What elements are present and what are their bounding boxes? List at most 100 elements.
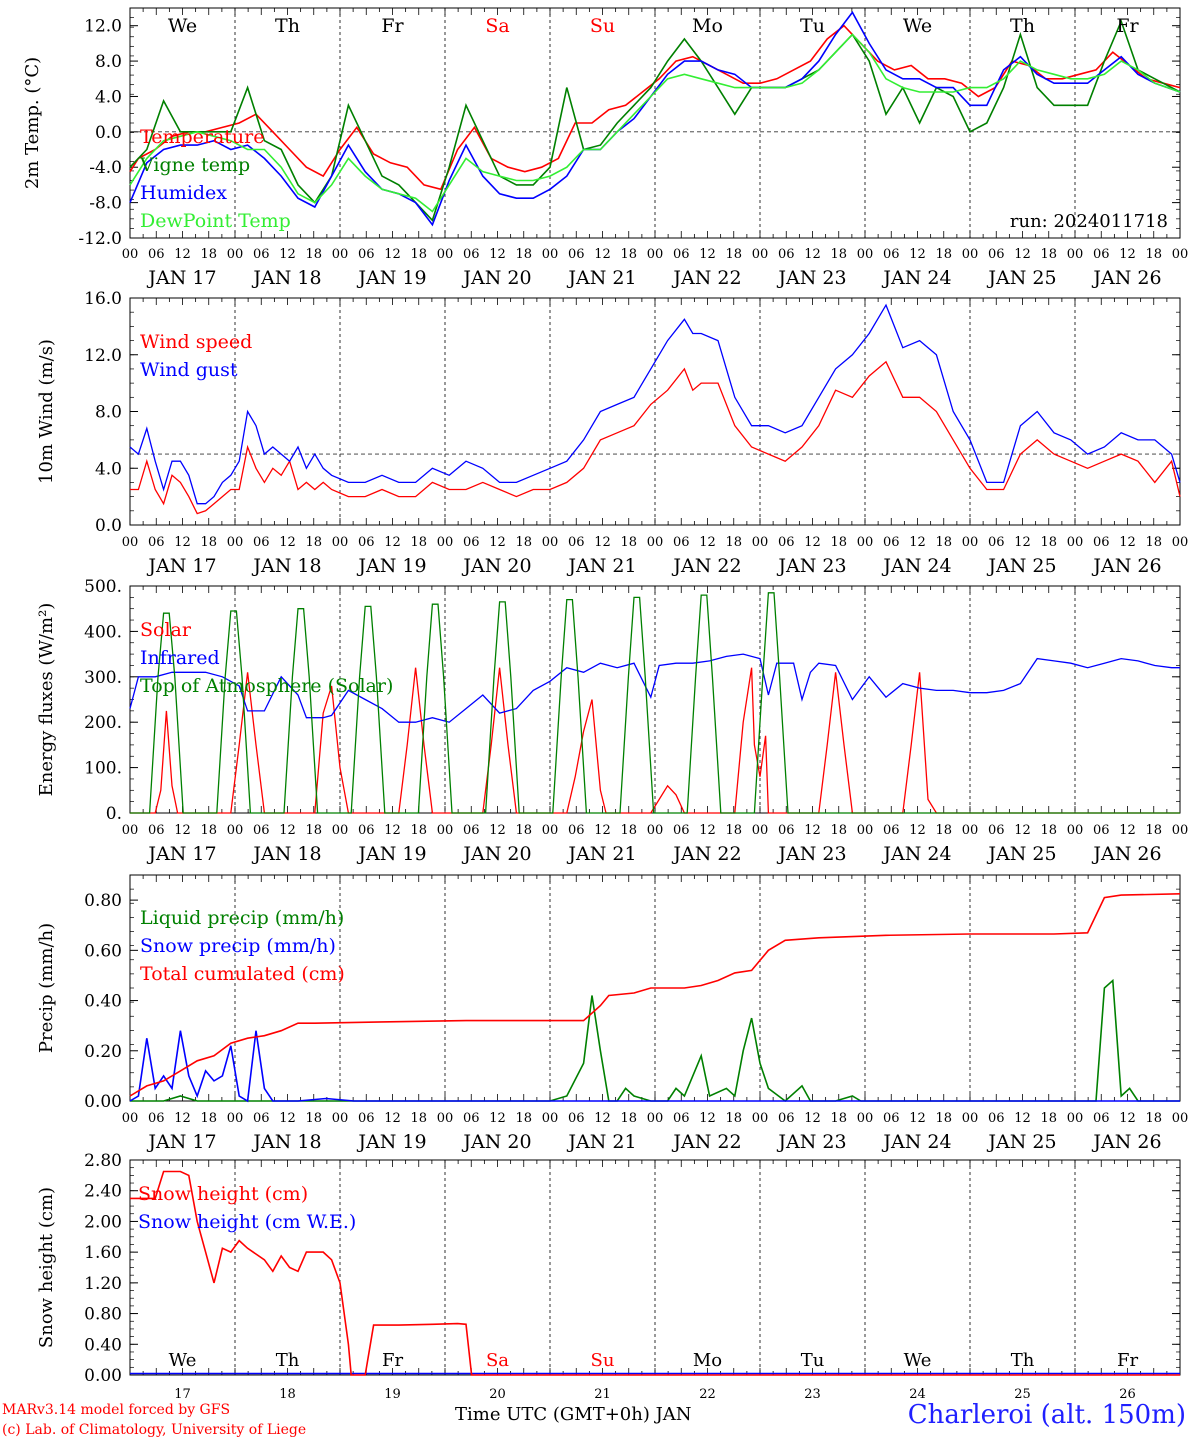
hour-tick-label: 06 [253,823,270,838]
y-tick-label: 2.40 [84,1182,122,1202]
day-number-label: 18 [279,1387,296,1402]
y-tick-label: 2.00 [84,1212,122,1232]
hour-tick-label: 18 [1145,823,1162,838]
weekday-label: Mo [692,15,723,37]
date-label: JAN 18 [251,843,321,865]
hour-tick-label: 06 [883,823,900,838]
hour-tick-label: 18 [830,1111,847,1126]
date-label: JAN 21 [566,267,636,289]
date-label: JAN 25 [986,1131,1056,1153]
footer-credits: MARv3.14 model forced by GFS (c) Lab. of… [2,1400,306,1440]
y-tick-label: 8.0 [95,52,122,72]
weekday-label: We [904,1350,932,1371]
hour-tick-label: 12 [909,247,926,262]
legend-entry: Top of Atmosphere (Solar) [140,675,393,697]
hour-tick-label: 12 [594,535,611,550]
hour-tick-label: 18 [200,247,217,262]
series-line [130,360,1181,515]
hour-tick-label: 00 [227,535,244,550]
hour-tick-label: 18 [620,823,637,838]
hour-tick-label: 12 [909,1111,926,1126]
hour-tick-label: 00 [752,1111,769,1126]
y-tick-label: -4.0 [89,158,122,178]
hour-tick-label: 06 [673,823,690,838]
hour-tick-label: 00 [752,535,769,550]
weekday-label: Fr [381,15,404,37]
day-number-label: 22 [699,1387,716,1402]
weekday-label: Tu [800,15,825,37]
hour-tick-label: 00 [1067,535,1084,550]
hour-tick-label: 00 [122,1111,139,1126]
y-tick-label: 16.0 [84,289,122,309]
legend-entry: Vigne temp [139,154,250,176]
hour-tick-label: 00 [437,535,454,550]
hour-tick-label: 18 [620,535,637,550]
y-tick-label: 4.0 [95,87,122,107]
time-axis-label: Time UTC (GMT+0h) JAN [455,1404,692,1425]
hour-tick-label: 18 [515,247,532,262]
weekday-label: We [169,1350,197,1371]
hour-tick-label: 06 [778,247,795,262]
y-tick-label: 0.20 [84,1042,122,1062]
day-number-label: 21 [594,1387,611,1402]
y-axis-label: Precip (mm/h) [36,923,57,1053]
hour-tick-label: 18 [200,1111,217,1126]
y-axis-label: Energy fluxes (W/m²) [36,603,57,797]
hour-tick-label: 06 [463,1111,480,1126]
credit-line: (c) Lab. of Climatology, University of L… [2,1422,307,1438]
legend-entry: DewPoint Temp [140,210,291,232]
hour-tick-label: 06 [568,247,585,262]
y-tick-label: -8.0 [89,194,122,214]
legend-entry: Snow height (cm W.E.) [138,1211,356,1233]
date-label: JAN 24 [881,1131,951,1153]
hour-tick-label: 00 [332,1111,349,1126]
hour-tick-label: 06 [463,823,480,838]
series-line [130,978,1180,1103]
hour-tick-label: 18 [725,1111,742,1126]
hour-tick-label: 06 [883,247,900,262]
date-label: JAN 26 [1091,267,1161,289]
y-tick-label: -12.0 [78,229,122,249]
hour-tick-label: 12 [279,535,296,550]
hour-tick-label: 06 [778,823,795,838]
series-line [129,303,1181,505]
hour-tick-label: 06 [253,1111,270,1126]
day-number-label: 25 [1014,1387,1031,1402]
hour-tick-label: 06 [148,535,165,550]
date-label: JAN 17 [146,1131,216,1153]
hour-tick-label: 12 [489,823,506,838]
hour-tick-label: 12 [174,1111,191,1126]
hour-tick-label: 06 [673,247,690,262]
hour-tick-label: 00 [437,823,454,838]
series-line [129,1030,1180,1103]
hour-tick-label: 18 [1040,535,1057,550]
hour-tick-label: 18 [515,535,532,550]
hour-tick-label: 00 [857,535,874,550]
date-label: JAN 19 [356,843,426,865]
weekday-label: We [903,15,932,37]
hour-tick-label: 00 [1067,1111,1084,1126]
date-label: JAN 20 [461,1131,531,1153]
hour-tick-label: 12 [699,247,716,262]
weekday-label: Th [275,15,300,37]
hour-tick-label: 18 [1040,823,1057,838]
hour-tick-label: 00 [857,1111,874,1126]
hour-tick-label: 18 [1145,1111,1162,1126]
hour-tick-label: 06 [358,823,375,838]
day-number-label: 20 [489,1387,506,1402]
hour-tick-label: 00 [647,535,664,550]
hour-tick-label: 12 [489,247,506,262]
weekday-label: Fr [1116,15,1139,37]
hour-tick-label: 06 [988,1111,1005,1126]
legend-entry: Solar [140,619,192,641]
date-label: JAN 22 [671,843,741,865]
legend-entry: Snow precip (mm/h) [140,935,336,957]
hour-tick-label: 00 [1067,823,1084,838]
hour-tick-label: 18 [620,1111,637,1126]
hour-tick-label: 06 [883,535,900,550]
hour-tick-label: 06 [253,247,270,262]
weekday-label: Fr [382,1350,403,1371]
y-tick-label: 300. [84,668,122,688]
date-label: JAN 22 [671,1131,741,1153]
